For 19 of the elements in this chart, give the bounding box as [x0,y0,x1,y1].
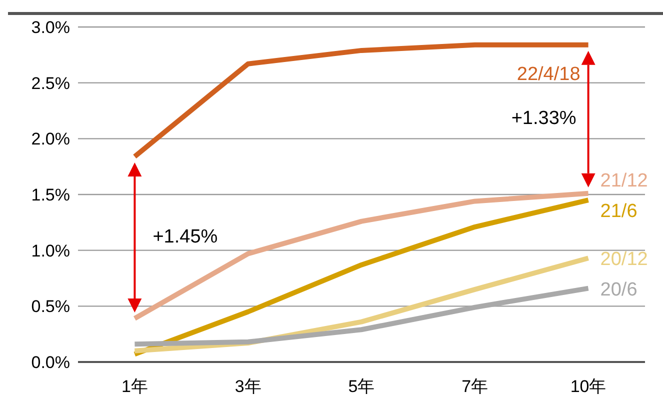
y-tick-label: 0.5% [31,297,70,316]
y-tick-label: 0.0% [31,353,70,372]
y-tick-label: 2.5% [31,74,70,93]
series-label: 20/12 [600,249,648,270]
y-tick-label: 3.0% [31,18,70,38]
x-tick-label: 5年 [348,377,375,396]
x-tick-label: 3年 [234,377,262,396]
y-tick-label: 2.0% [31,130,70,149]
y-tick-label: 1.0% [31,241,70,260]
annotation: +1.33% [511,108,576,130]
x-tick-label: 1年 [121,377,148,396]
series-label: 22/4/18 [516,64,580,85]
series-label: 21/6 [600,201,638,222]
series-label: 21/12 [600,170,648,192]
x-tick-label: 10年 [570,377,606,396]
series-label: 20/6 [600,279,638,300]
annotation: +1.45% [152,226,218,248]
y-tick-label: 1.5% [31,186,70,205]
x-tick-label: 7年 [462,377,488,396]
